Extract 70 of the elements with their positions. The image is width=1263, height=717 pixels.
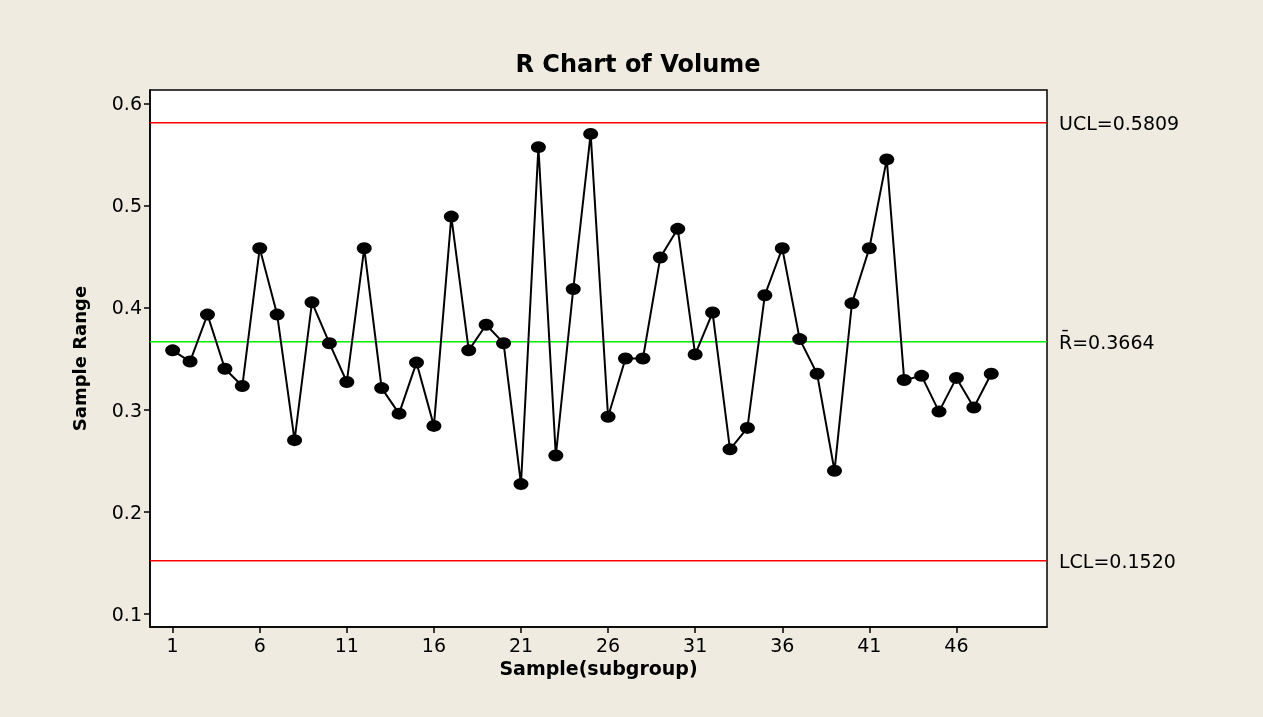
point: [705, 306, 721, 319]
point: [548, 449, 564, 462]
point: [478, 318, 494, 331]
point: [722, 443, 738, 456]
ref-line-label: LCL=0.1520: [1059, 549, 1176, 572]
y-tick-label: 0.3: [111, 398, 142, 421]
point: [530, 141, 546, 154]
point: [287, 434, 303, 447]
point: [983, 367, 999, 380]
point: [792, 333, 808, 346]
ref-line-label: UCL=0.5809: [1059, 111, 1180, 134]
point: [739, 421, 755, 434]
point: [827, 464, 843, 477]
y-tick-label: 0.4: [111, 296, 142, 319]
x-tick-label: 41: [857, 633, 882, 656]
ref-line-label: R̄=0.3664: [1059, 329, 1155, 353]
x-tick-label: 31: [683, 633, 708, 656]
point: [513, 478, 529, 491]
point: [565, 283, 581, 296]
point: [199, 308, 215, 321]
point: [426, 419, 442, 432]
point: [304, 296, 320, 309]
point: [496, 337, 512, 350]
point: [443, 210, 459, 223]
point: [948, 371, 964, 384]
x-tick-label: 6: [253, 633, 266, 656]
point: [774, 242, 790, 255]
point: [374, 382, 390, 395]
point: [809, 367, 825, 380]
point: [757, 289, 773, 302]
x-tick-label: 11: [334, 633, 359, 656]
point: [652, 251, 668, 264]
point: [583, 127, 599, 140]
y-tick-label: 0.2: [111, 500, 142, 523]
point: [321, 337, 337, 350]
point: [618, 352, 633, 365]
point: [635, 352, 651, 365]
point: [356, 242, 372, 255]
x-axis-title: Sample(subgroup): [499, 657, 698, 680]
point: [461, 344, 477, 357]
point: [861, 242, 877, 255]
chart-title: R Chart of Volume: [515, 50, 761, 78]
point: [269, 308, 285, 321]
point: [234, 380, 250, 393]
point: [931, 405, 947, 418]
point: [339, 375, 355, 388]
x-tick-label: 26: [595, 633, 621, 656]
point: [896, 373, 912, 386]
point: [966, 401, 982, 414]
point: [914, 369, 930, 382]
y-axis-title: Sample Range: [68, 285, 90, 432]
point: [879, 153, 895, 166]
point: [391, 407, 407, 420]
x-tick-label: 21: [508, 633, 534, 656]
point: [182, 355, 198, 368]
x-tick-label: 1: [166, 633, 179, 656]
point: [252, 242, 268, 255]
point: [600, 410, 616, 423]
point: [409, 356, 424, 369]
point: [217, 362, 233, 375]
x-tick-label: 36: [770, 633, 795, 656]
y-tick-label: 0.6: [111, 92, 142, 115]
point: [165, 344, 181, 357]
point: [670, 222, 686, 235]
y-tick-label: 0.5: [111, 194, 142, 217]
point: [687, 348, 703, 361]
point: [844, 297, 860, 310]
x-tick-label: 46: [944, 633, 969, 656]
y-tick-label: 0.1: [111, 602, 142, 625]
x-tick-label: 16: [421, 633, 446, 656]
